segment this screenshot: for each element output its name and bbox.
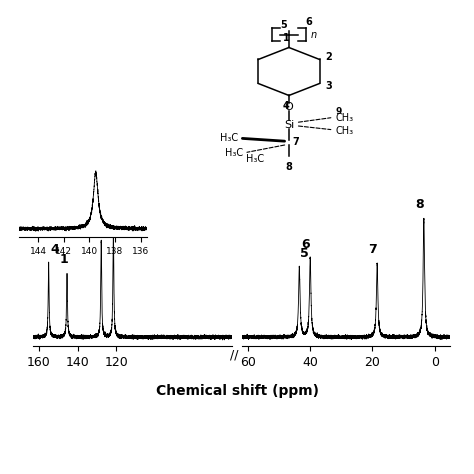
- Text: 6: 6: [301, 238, 310, 251]
- Text: Chemical shift (ppm): Chemical shift (ppm): [155, 384, 319, 398]
- Text: 6: 6: [306, 17, 312, 27]
- Text: CH₃: CH₃: [335, 113, 353, 123]
- Text: H₃C: H₃C: [225, 148, 243, 158]
- Text: 1: 1: [60, 253, 68, 266]
- Text: 8: 8: [285, 162, 292, 172]
- Text: H₃C: H₃C: [220, 133, 238, 143]
- Text: 8: 8: [415, 199, 423, 211]
- Text: 5: 5: [281, 20, 287, 30]
- Text: //: //: [230, 348, 239, 361]
- Text: Si: Si: [284, 119, 294, 130]
- Text: CH₃: CH₃: [335, 126, 353, 136]
- Text: 2: 2: [326, 53, 332, 63]
- Text: O: O: [284, 102, 293, 112]
- Text: 7: 7: [368, 243, 377, 256]
- Text: 5: 5: [300, 246, 309, 260]
- Text: 7: 7: [292, 137, 300, 147]
- Text: 9: 9: [335, 107, 341, 116]
- Text: H₃C: H₃C: [246, 155, 264, 164]
- Text: 2: 2: [100, 221, 109, 234]
- Text: 3: 3: [106, 209, 115, 222]
- Text: 3: 3: [326, 81, 332, 91]
- Text: 1: 1: [283, 33, 289, 43]
- Text: 4: 4: [50, 243, 59, 256]
- Text: 4: 4: [283, 100, 289, 110]
- Text: n: n: [310, 29, 317, 39]
